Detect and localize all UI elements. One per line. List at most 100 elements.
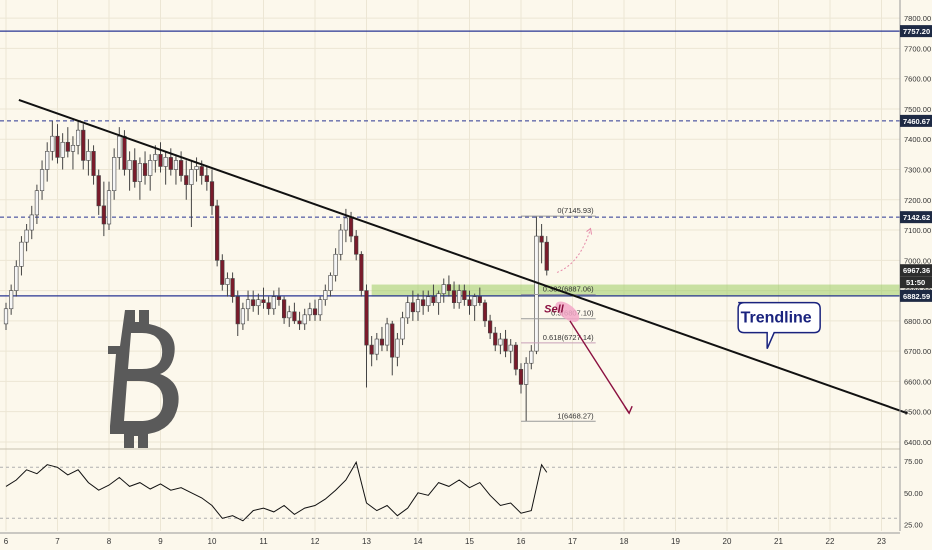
candle-body [101, 205, 106, 225]
level-price-tag: 7460.67 [903, 117, 930, 126]
x-tick-label: 21 [774, 537, 783, 546]
candle-body [34, 190, 40, 216]
level-price-tag: 6882.59 [903, 292, 930, 301]
candle-body [153, 154, 158, 161]
x-tick-label: 22 [826, 537, 835, 546]
candle-body [81, 129, 86, 161]
candle-body [39, 169, 45, 192]
countdown-timer: 51:50 [906, 278, 925, 287]
x-tick-label: 14 [414, 537, 423, 546]
level-price-tag-bg [900, 114, 932, 127]
candle-body [266, 302, 271, 310]
y-tick-label: 6600.00 [904, 377, 931, 386]
candle-body [348, 217, 354, 237]
x-tick-label: 20 [723, 537, 732, 546]
candle-body [529, 350, 534, 364]
candle-body [132, 160, 137, 182]
candle-body [3, 308, 9, 325]
candle-body [354, 235, 359, 255]
x-tick-label: 6 [4, 537, 9, 546]
trendline-callout [737, 301, 821, 349]
trendline[interactable] [18, 98, 908, 415]
support-zone-rect [371, 284, 900, 297]
candle-body [137, 163, 143, 182]
candle-body [70, 144, 76, 152]
x-tick-label: 17 [568, 537, 577, 546]
y-tick-label: 7500.00 [904, 105, 931, 114]
candle-body [235, 296, 240, 325]
candle-body [106, 190, 112, 225]
candle-body [364, 290, 369, 346]
timer-bg [900, 276, 932, 289]
candle-body [292, 311, 297, 322]
candle-body [189, 169, 194, 185]
y-tick-label: 7800.00 [904, 14, 931, 23]
candle-body [518, 368, 524, 385]
x-tick-label: 8 [107, 537, 112, 546]
y-tick-label: 7200.00 [904, 196, 931, 205]
sell-arrow-head [624, 405, 633, 415]
candle-body [343, 217, 349, 231]
candle-body [431, 296, 436, 304]
candle-body [184, 175, 189, 185]
x-tick-label: 15 [465, 537, 474, 546]
candle-body [168, 157, 173, 170]
candle-body [55, 135, 60, 158]
rsi-panel [0, 460, 900, 522]
y-tick-label: 6800.00 [904, 317, 931, 326]
fib-label: 1(6468.27) [557, 411, 594, 420]
candle-body [534, 235, 539, 352]
y-tick-label: 7700.00 [904, 44, 931, 53]
candle-body [338, 229, 343, 255]
candle-body [14, 266, 19, 291]
candle-body [281, 299, 287, 319]
x-tick-label: 13 [362, 537, 371, 546]
candle-body [117, 135, 122, 158]
trendline-label: Trendline [741, 310, 812, 327]
candle-body [487, 320, 493, 334]
candle-body [86, 151, 91, 161]
y-tick-label: 7600.00 [904, 75, 931, 84]
level-price-tag: 7757.20 [903, 27, 930, 36]
y-tick-label: 6500.00 [904, 408, 931, 417]
fib-label: 0.618(6727.14) [543, 333, 594, 342]
y-tick-label: 7000.00 [904, 256, 931, 265]
level-price-tag: 7142.62 [903, 213, 930, 222]
candle-body [45, 151, 50, 170]
candle-body [359, 253, 364, 291]
rsi-tick-label: 25.00 [904, 521, 923, 530]
candle-body [276, 296, 282, 300]
y-tick-label: 7400.00 [904, 135, 931, 144]
candle-body [194, 166, 199, 170]
candle-body [457, 290, 462, 304]
candle-body [333, 253, 338, 276]
candle-body [436, 293, 441, 304]
rsi-tick-label: 50.00 [904, 489, 923, 498]
candle-body [158, 154, 163, 167]
candle-body [451, 290, 457, 304]
fib-label: 0.382(6887.06) [543, 285, 594, 294]
candle-body [204, 175, 209, 182]
x-tick-label: 23 [877, 537, 886, 546]
candle-body [65, 141, 70, 152]
x-tick-label: 16 [517, 537, 526, 546]
bitcoin-shape [108, 310, 179, 448]
candle-body [467, 299, 472, 307]
rsi-tick-label: 75.00 [904, 457, 923, 466]
candle-body [271, 296, 276, 310]
x-tick-label: 9 [158, 537, 163, 546]
annotations: Sell Trendline [544, 227, 821, 415]
fib-label: 0(7145.93) [557, 206, 594, 215]
candle-body [96, 175, 101, 207]
trendline-line [18, 98, 908, 415]
candle-body [9, 290, 14, 310]
candle-body [24, 229, 29, 243]
bounce-arrow-head [586, 227, 593, 235]
candle-body [441, 284, 446, 294]
current-price-tag-bg [900, 264, 932, 277]
y-tick-label: 6400.00 [904, 438, 931, 447]
level-price-tag-bg [900, 289, 932, 302]
candle-body [173, 160, 179, 170]
